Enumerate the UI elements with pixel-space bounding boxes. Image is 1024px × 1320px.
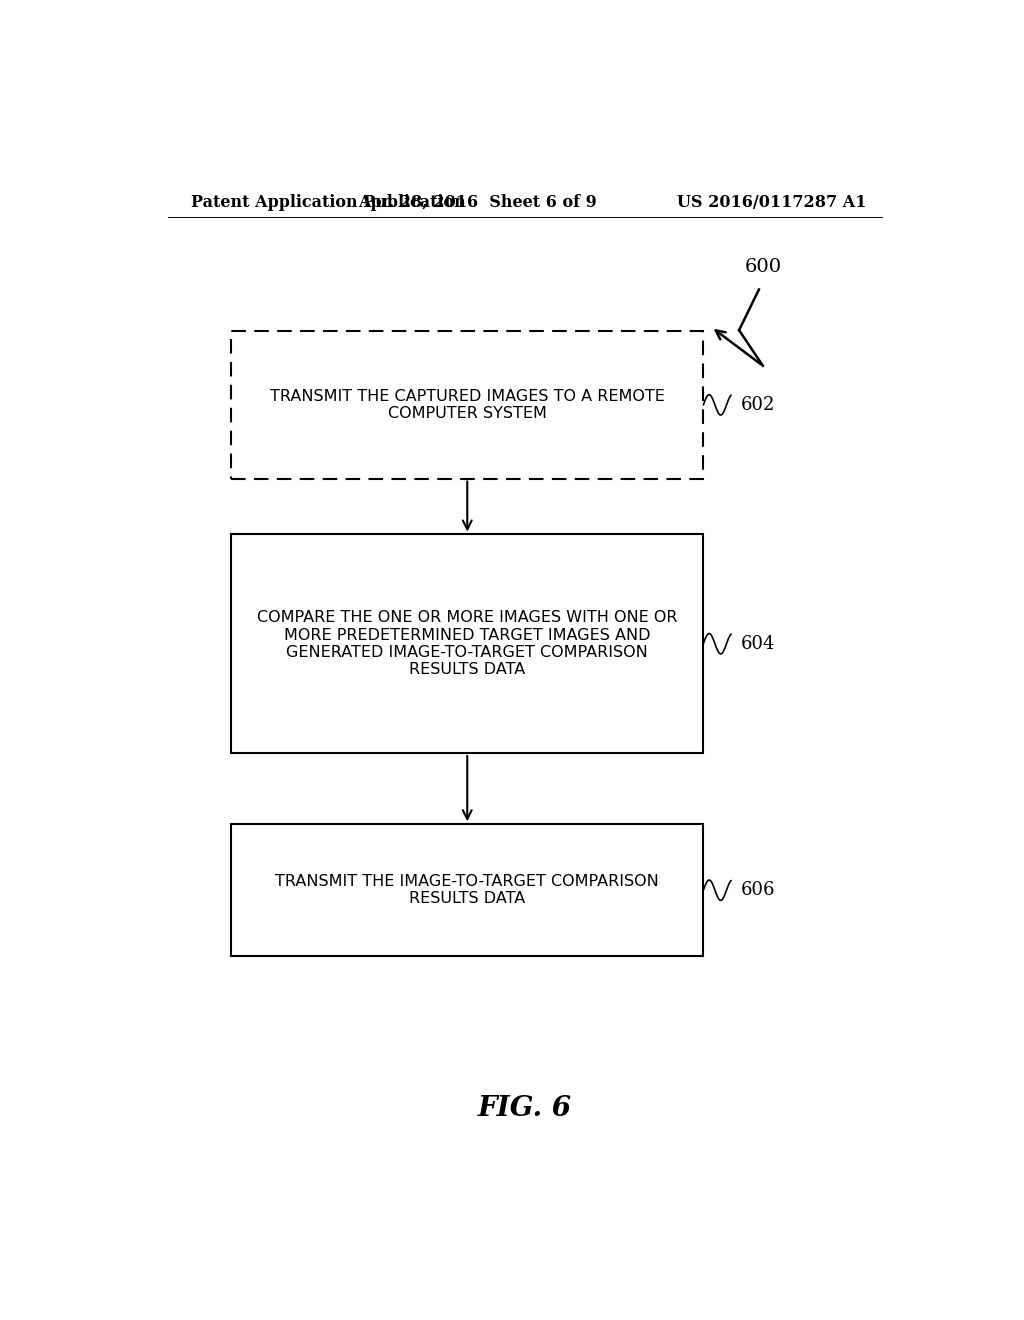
FancyBboxPatch shape	[231, 331, 703, 479]
Text: 606: 606	[740, 882, 775, 899]
Text: 604: 604	[740, 635, 775, 652]
FancyBboxPatch shape	[231, 824, 703, 956]
Text: FIG. 6: FIG. 6	[478, 1096, 571, 1122]
Text: TRANSMIT THE IMAGE-TO-TARGET COMPARISON
RESULTS DATA: TRANSMIT THE IMAGE-TO-TARGET COMPARISON …	[275, 874, 659, 907]
Text: US 2016/0117287 A1: US 2016/0117287 A1	[677, 194, 866, 211]
Text: 602: 602	[740, 396, 775, 414]
Text: COMPARE THE ONE OR MORE IMAGES WITH ONE OR
MORE PREDETERMINED TARGET IMAGES AND
: COMPARE THE ONE OR MORE IMAGES WITH ONE …	[257, 610, 678, 677]
Text: 600: 600	[744, 259, 781, 276]
FancyBboxPatch shape	[231, 535, 703, 752]
Text: Apr. 28, 2016  Sheet 6 of 9: Apr. 28, 2016 Sheet 6 of 9	[357, 194, 597, 211]
Text: Patent Application Publication: Patent Application Publication	[191, 194, 466, 211]
Text: TRANSMIT THE CAPTURED IMAGES TO A REMOTE
COMPUTER SYSTEM: TRANSMIT THE CAPTURED IMAGES TO A REMOTE…	[270, 388, 665, 421]
